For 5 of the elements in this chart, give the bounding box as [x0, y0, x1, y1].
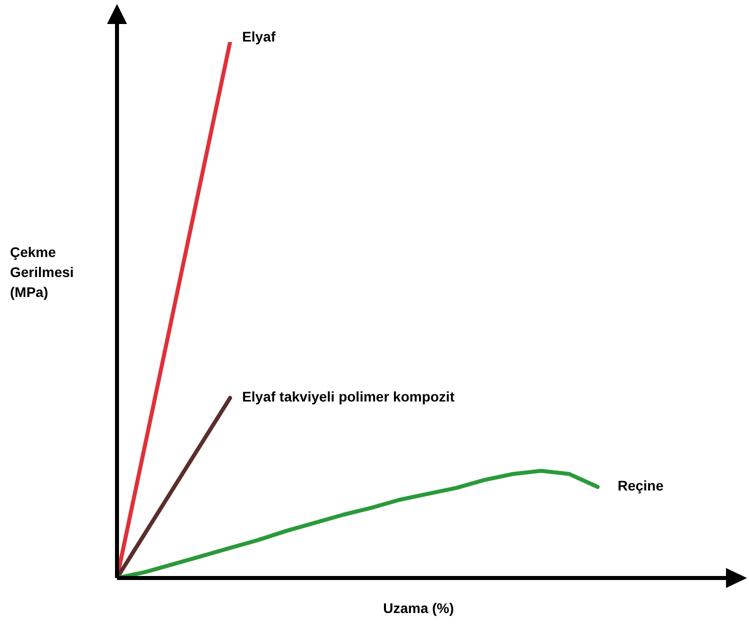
series-label: Elyaf	[242, 28, 276, 45]
y-axis-title: Çekme Gerilmesi (MPa)	[10, 243, 75, 302]
series-label: Elyaf takviyeli polimer kompozit	[242, 388, 455, 405]
series-label: Reçine	[618, 478, 664, 494]
x-axis-title: Uzama (%)	[382, 600, 455, 616]
